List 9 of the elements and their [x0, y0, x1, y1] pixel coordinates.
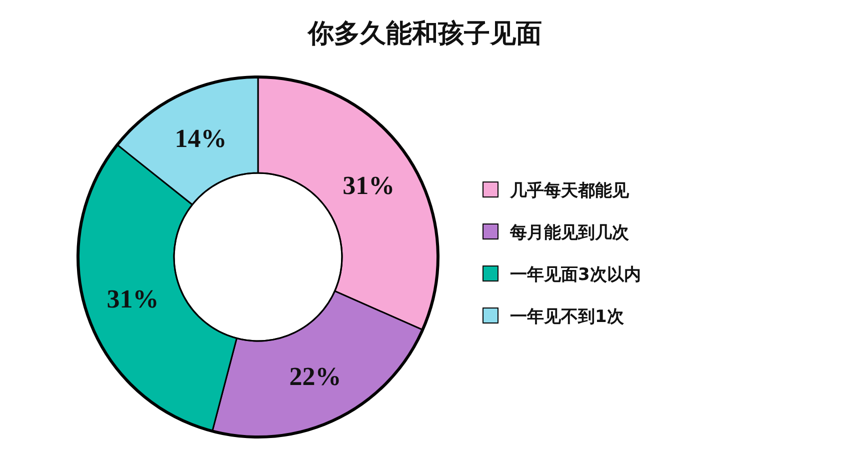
legend-label: 几乎每天都能见	[509, 181, 630, 201]
data-label: 31%	[106, 284, 159, 314]
data-label: 22%	[289, 362, 342, 391]
chart-title: 你多久能和孩子见面	[307, 19, 542, 49]
legend-label: 一年见面3次以内	[510, 265, 641, 285]
data-label: 14%	[174, 124, 227, 154]
legend-label: 每月能见到几次	[509, 223, 630, 243]
legend-label: 一年见不到1次	[510, 307, 625, 327]
data-label: 31%	[342, 170, 395, 200]
